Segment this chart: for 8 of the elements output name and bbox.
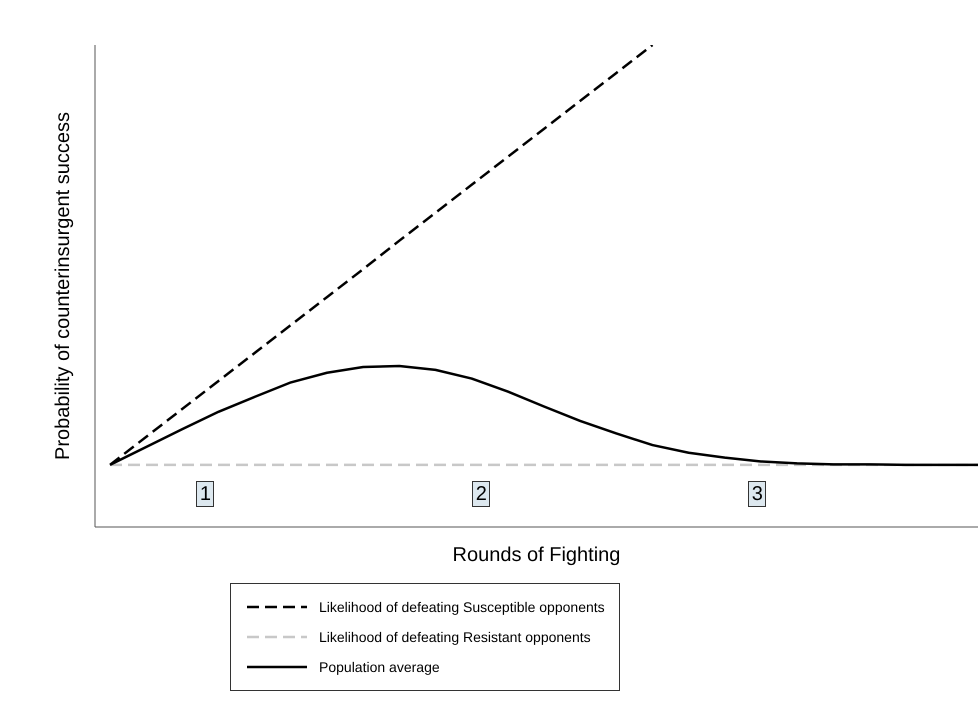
- y-axis-title: Probability of counterinsurgent success: [52, 112, 74, 460]
- legend-label: Likelihood of defeating Susceptible opponents: [319, 599, 605, 615]
- annotation: 3: [748, 481, 766, 507]
- annotation: 1: [196, 481, 214, 507]
- x-axis-title: Rounds of Fighting: [452, 544, 620, 566]
- legend-label: Population average: [319, 659, 440, 675]
- annotation: 2: [472, 481, 490, 507]
- legend-label: Likelihood of defeating Resistant opponents: [319, 629, 591, 645]
